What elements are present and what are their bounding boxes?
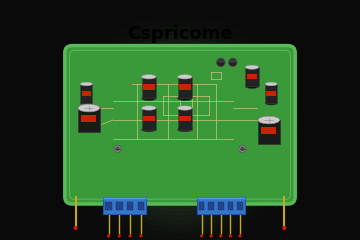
- Circle shape: [129, 80, 231, 184]
- Circle shape: [146, 98, 214, 166]
- FancyBboxPatch shape: [199, 202, 204, 210]
- Text: Cspricome: Cspricome: [127, 25, 233, 43]
- Ellipse shape: [258, 116, 280, 124]
- Circle shape: [164, 116, 196, 148]
- Ellipse shape: [258, 116, 280, 124]
- Ellipse shape: [216, 60, 225, 62]
- Circle shape: [240, 147, 244, 151]
- Circle shape: [102, 54, 258, 210]
- FancyBboxPatch shape: [179, 84, 190, 90]
- FancyBboxPatch shape: [103, 197, 147, 199]
- FancyBboxPatch shape: [141, 77, 156, 98]
- FancyBboxPatch shape: [197, 197, 245, 199]
- Circle shape: [74, 226, 77, 230]
- Circle shape: [239, 234, 242, 237]
- Circle shape: [155, 107, 205, 157]
- Ellipse shape: [265, 82, 277, 86]
- Circle shape: [210, 234, 213, 237]
- FancyBboxPatch shape: [261, 127, 276, 134]
- FancyBboxPatch shape: [247, 74, 257, 79]
- Circle shape: [107, 234, 110, 237]
- FancyBboxPatch shape: [208, 202, 214, 210]
- FancyBboxPatch shape: [78, 108, 100, 132]
- Circle shape: [142, 94, 218, 170]
- Circle shape: [219, 234, 222, 237]
- FancyBboxPatch shape: [245, 67, 259, 86]
- Circle shape: [160, 112, 200, 152]
- Circle shape: [79, 31, 281, 233]
- FancyBboxPatch shape: [138, 202, 144, 210]
- Circle shape: [138, 89, 222, 175]
- Circle shape: [169, 121, 191, 143]
- Ellipse shape: [78, 104, 100, 112]
- FancyBboxPatch shape: [228, 202, 233, 210]
- Circle shape: [118, 234, 121, 237]
- Ellipse shape: [265, 101, 277, 105]
- Ellipse shape: [177, 75, 192, 79]
- FancyBboxPatch shape: [72, 193, 288, 204]
- FancyBboxPatch shape: [179, 115, 190, 121]
- Circle shape: [283, 226, 286, 230]
- Circle shape: [84, 36, 276, 228]
- FancyBboxPatch shape: [127, 202, 134, 210]
- Circle shape: [93, 45, 267, 219]
- Circle shape: [116, 147, 120, 151]
- Ellipse shape: [78, 104, 100, 112]
- FancyBboxPatch shape: [65, 46, 295, 204]
- Circle shape: [106, 58, 254, 206]
- FancyBboxPatch shape: [143, 84, 154, 90]
- Circle shape: [239, 145, 246, 152]
- FancyBboxPatch shape: [237, 202, 243, 210]
- FancyBboxPatch shape: [177, 108, 192, 130]
- FancyBboxPatch shape: [197, 197, 245, 214]
- Ellipse shape: [80, 101, 93, 105]
- Circle shape: [140, 234, 143, 237]
- Circle shape: [229, 234, 232, 237]
- FancyBboxPatch shape: [218, 202, 224, 210]
- FancyBboxPatch shape: [105, 202, 112, 210]
- FancyBboxPatch shape: [81, 115, 96, 122]
- Ellipse shape: [141, 96, 156, 101]
- Circle shape: [151, 103, 209, 161]
- FancyBboxPatch shape: [103, 197, 147, 214]
- Circle shape: [177, 130, 183, 134]
- FancyBboxPatch shape: [143, 115, 154, 121]
- Circle shape: [97, 49, 263, 215]
- FancyBboxPatch shape: [116, 202, 123, 210]
- Circle shape: [115, 67, 245, 197]
- Circle shape: [120, 72, 240, 192]
- FancyBboxPatch shape: [80, 84, 93, 103]
- Circle shape: [173, 125, 187, 139]
- Circle shape: [114, 145, 121, 152]
- FancyBboxPatch shape: [82, 91, 91, 96]
- FancyBboxPatch shape: [258, 120, 280, 144]
- FancyBboxPatch shape: [141, 108, 156, 130]
- Ellipse shape: [141, 106, 156, 110]
- Ellipse shape: [177, 96, 192, 101]
- Circle shape: [124, 76, 236, 188]
- Ellipse shape: [80, 82, 93, 86]
- Ellipse shape: [177, 106, 192, 110]
- Circle shape: [216, 58, 225, 67]
- Ellipse shape: [229, 60, 237, 62]
- Circle shape: [111, 63, 249, 201]
- Ellipse shape: [141, 75, 156, 79]
- Circle shape: [129, 234, 132, 237]
- Ellipse shape: [245, 65, 259, 69]
- Ellipse shape: [141, 127, 156, 132]
- Circle shape: [133, 85, 227, 179]
- Circle shape: [229, 58, 237, 67]
- Ellipse shape: [177, 127, 192, 132]
- Circle shape: [200, 234, 203, 237]
- Ellipse shape: [245, 84, 259, 88]
- FancyBboxPatch shape: [266, 91, 276, 96]
- FancyBboxPatch shape: [177, 77, 192, 98]
- FancyBboxPatch shape: [265, 84, 277, 103]
- Circle shape: [88, 40, 272, 224]
